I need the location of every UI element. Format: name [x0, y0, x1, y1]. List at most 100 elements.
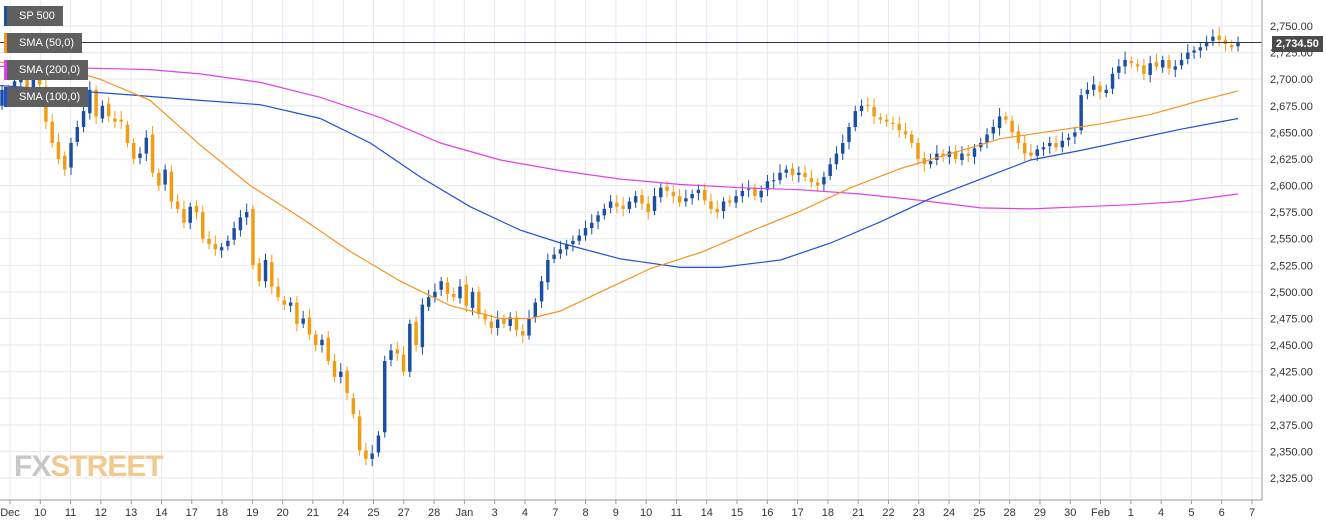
y-tick-label: 2,500.00	[1270, 287, 1313, 299]
x-tick-label: 14	[701, 507, 713, 519]
candle-body	[219, 247, 224, 251]
candle-body	[119, 119, 123, 122]
y-tick-label: 2,600.00	[1270, 181, 1313, 193]
candle-body	[1016, 131, 1021, 143]
x-tick-label: 4	[522, 507, 528, 519]
candle-body	[1192, 50, 1196, 53]
candle-body	[859, 105, 864, 112]
candle-body	[144, 137, 149, 154]
candle-body	[339, 371, 343, 377]
candle-body	[872, 106, 876, 117]
candle-body	[426, 297, 431, 307]
candle-body	[175, 201, 180, 209]
candle-body	[778, 172, 782, 181]
candle-body	[953, 151, 958, 159]
candle-body	[740, 190, 745, 197]
candle-body	[295, 302, 299, 324]
candle-body	[345, 370, 349, 393]
candle-body	[163, 169, 167, 185]
candle-body	[564, 244, 569, 250]
x-tick-label: 16	[761, 507, 773, 519]
candle-body	[928, 161, 933, 165]
y-tick-label: 2,625.00	[1270, 154, 1313, 166]
candle-body	[514, 317, 519, 331]
candle-body	[784, 169, 788, 173]
candle-body	[627, 201, 632, 209]
last-price-tag: 2,734.50	[1272, 36, 1323, 52]
candle-body	[891, 122, 895, 124]
legend-sma200: SMA (200,0)	[4, 60, 89, 80]
candle-body	[106, 103, 111, 117]
candle-body	[633, 196, 638, 203]
candle-body	[1173, 66, 1177, 70]
candle-body	[615, 202, 619, 207]
x-tick-label: 18	[822, 507, 834, 519]
candle-body	[408, 323, 412, 372]
candle-body	[803, 172, 807, 178]
candle-body	[320, 339, 324, 346]
candle-body	[659, 187, 663, 198]
x-tick-label: 3	[492, 507, 498, 519]
y-tick-label: 2,450.00	[1270, 340, 1313, 352]
candle-body	[690, 194, 694, 199]
candle-body	[56, 141, 61, 159]
fxstreet-watermark: FXSTREET	[14, 450, 164, 483]
candle-body	[138, 153, 142, 158]
y-tick-label: 2,375.00	[1270, 420, 1313, 432]
candle-body	[684, 198, 688, 202]
candle-body	[916, 142, 920, 159]
candle-body	[935, 153, 939, 161]
candle-body	[608, 201, 613, 208]
candle-body	[489, 321, 494, 329]
candle-body	[941, 153, 945, 156]
candle-body	[621, 205, 625, 209]
candle-body	[332, 361, 337, 377]
candle-body	[508, 317, 512, 326]
candle-body	[244, 212, 249, 218]
candle-body	[477, 291, 481, 315]
y-tick-label: 2,650.00	[1270, 127, 1313, 139]
candle-body	[1029, 152, 1033, 156]
candle-body	[1048, 142, 1052, 147]
x-tick-label: 7	[1249, 507, 1255, 519]
candle-body	[251, 208, 255, 266]
candle-body	[1211, 36, 1215, 41]
y-tick-label: 2,750.00	[1270, 21, 1313, 33]
x-tick-label: 30	[1064, 507, 1076, 519]
candle-body	[734, 196, 738, 203]
x-tick-label: 25	[367, 507, 379, 519]
candle-body	[884, 119, 889, 122]
candle-body	[571, 240, 575, 245]
candle-body	[828, 164, 832, 176]
candle-body	[464, 284, 469, 306]
candle-body	[546, 259, 550, 283]
sma200-line	[0, 65, 1239, 210]
x-tick-label: 29	[1034, 507, 1046, 519]
candle-body	[910, 134, 914, 143]
y-tick-label: 2,350.00	[1270, 446, 1313, 458]
candle-body	[646, 203, 650, 213]
candle-body	[452, 294, 456, 298]
x-tick-label: 28	[1004, 507, 1016, 519]
legend-symbol: SP 500	[4, 6, 63, 26]
candle-body	[1035, 149, 1039, 156]
x-tick-label: 21	[307, 507, 319, 519]
candle-body	[326, 337, 330, 362]
x-tick-label: Dec	[0, 507, 20, 519]
candle-body	[652, 196, 657, 212]
candle-body	[63, 155, 67, 170]
candle-body	[677, 196, 682, 203]
candle-body	[1123, 60, 1127, 67]
candle-body	[897, 123, 901, 131]
candle-body	[1117, 66, 1121, 73]
legend-sma50: SMA (50,0)	[4, 33, 83, 53]
x-tick-label: 24	[943, 507, 955, 519]
candle-body	[188, 206, 192, 223]
candle-body	[257, 263, 261, 282]
sma100-line	[0, 85, 1239, 268]
candle-body	[539, 281, 544, 302]
plot-background	[0, 0, 1262, 500]
candle-body	[100, 105, 105, 119]
candle-body	[521, 331, 525, 336]
candle-body	[765, 181, 770, 190]
